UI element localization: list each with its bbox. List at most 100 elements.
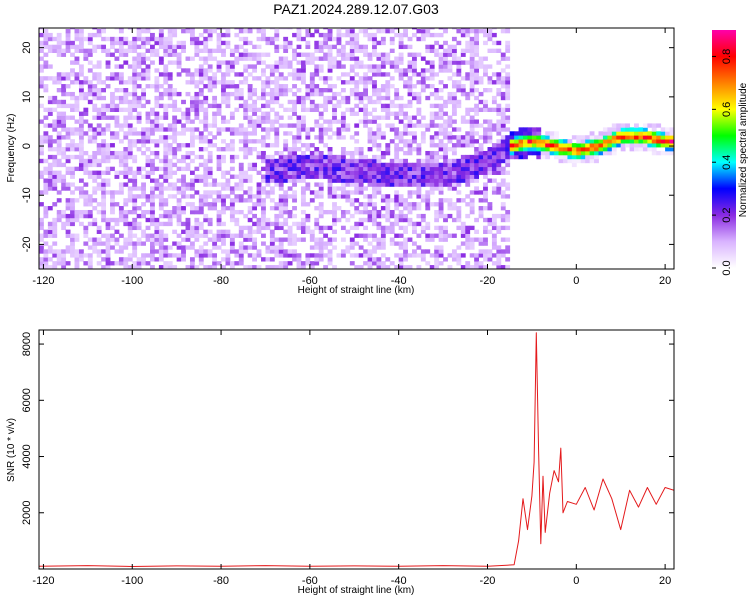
heatmap-cell: [198, 119, 204, 124]
heatmap-cell: [349, 237, 355, 242]
heatmap-cell: [141, 174, 146, 179]
heatmap-cell: [483, 229, 488, 234]
heatmap-cell: [429, 76, 435, 81]
heatmap-cell: [416, 213, 422, 219]
heatmap-cell: [332, 84, 337, 89]
heatmap-cell: [314, 182, 320, 187]
heatmap-cell: [221, 194, 226, 199]
heatmap-cell: [447, 95, 453, 101]
heatmap-cell: [398, 139, 404, 144]
heatmap-cell: [150, 150, 155, 156]
heatmap-cell: [602, 139, 608, 144]
heatmap-cell: [491, 186, 497, 191]
heatmap-cell: [634, 123, 639, 128]
heatmap-cell: [118, 186, 124, 191]
heatmap-cell: [118, 127, 124, 132]
heatmap-cell: [456, 64, 462, 69]
heatmap-cell: [221, 233, 226, 238]
heatmap-cell: [429, 162, 435, 168]
heatmap-cell: [150, 233, 155, 238]
heatmap-cell: [238, 209, 244, 215]
heatmap-cell: [212, 198, 218, 203]
heatmap-cell: [358, 48, 364, 53]
heatmap-cell: [225, 253, 231, 258]
heatmap-cell: [225, 261, 231, 266]
heatmap-cell: [101, 28, 107, 30]
heatmap-cell: [372, 170, 377, 175]
heatmap-cell: [385, 123, 391, 128]
heatmap-cell: [496, 147, 502, 152]
heatmap-cell: [261, 127, 266, 132]
heatmap-cell: [296, 32, 302, 38]
heatmap-cell: [292, 111, 297, 116]
heatmap-cell: [363, 48, 368, 53]
heatmap-cell: [274, 127, 280, 132]
heatmap-cell: [491, 178, 497, 183]
heatmap-cell: [83, 194, 89, 199]
heatmap-cell: [309, 32, 315, 38]
heatmap-cell: [136, 44, 142, 50]
heatmap-cell: [407, 265, 413, 269]
heatmap-cell: [167, 253, 173, 258]
heatmap-cell: [229, 139, 235, 144]
heatmap-cell: [318, 40, 324, 46]
heatmap-cell: [265, 143, 271, 148]
heatmap-cell: [469, 28, 475, 34]
heatmap-cell: [300, 217, 306, 223]
heatmap-cell: [474, 186, 480, 191]
heatmap-cell: [269, 127, 275, 132]
heatmap-cell: [496, 119, 502, 124]
heatmap-cell: [318, 182, 324, 187]
heatmap-cell: [70, 166, 75, 172]
heatmap-cell: [394, 202, 400, 207]
heatmap-cell: [358, 166, 364, 172]
heatmap-cell: [474, 32, 480, 38]
heatmap-cell: [314, 237, 320, 242]
heatmap-cell: [39, 170, 44, 175]
heatmap-cell: [380, 265, 386, 269]
heatmap-cell: [234, 217, 240, 223]
heatmap-cell: [203, 174, 209, 179]
heatmap-cell: [141, 28, 146, 30]
heatmap-cell: [274, 135, 280, 140]
heatmap-cell: [323, 119, 329, 124]
heatmap-cell: [167, 32, 173, 38]
heatmap-cell: [136, 28, 142, 30]
heatmap-cell: [651, 127, 657, 132]
heatmap-cell: [101, 80, 107, 85]
heatmap-cell: [318, 139, 324, 144]
heatmap-cell: [65, 166, 71, 172]
heatmap-cell: [132, 194, 138, 199]
heatmap-cell: [198, 135, 204, 140]
heatmap-cell: [367, 111, 373, 116]
heatmap-cell: [642, 147, 648, 152]
heatmap-cell: [483, 107, 488, 113]
heatmap-cell: [39, 44, 44, 50]
heatmap-cell: [158, 32, 164, 38]
heatmap-cell: [225, 233, 231, 238]
heatmap-cell: [314, 257, 320, 262]
heatmap-cell: [185, 119, 191, 124]
heatmap-cell: [118, 44, 124, 50]
heatmap-cell: [425, 178, 431, 183]
heatmap-cell: [238, 194, 244, 199]
heatmap-cell: [83, 95, 89, 101]
heatmap-cell: [118, 64, 124, 69]
heatmap-cell: [207, 143, 213, 148]
heatmap-cell: [407, 194, 413, 199]
heatmap-cell: [92, 88, 98, 93]
heatmap-cell: [65, 229, 71, 234]
heatmap-cell: [181, 131, 186, 136]
heatmap-cell: [47, 249, 53, 254]
heatmap-cell: [283, 154, 289, 160]
heatmap-cell: [465, 154, 471, 160]
heatmap-cell: [434, 103, 440, 109]
heatmap-cell: [145, 99, 151, 105]
heatmap-cell: [443, 198, 448, 203]
heatmap-cell: [305, 229, 311, 234]
heatmap-cell: [438, 249, 444, 254]
heatmap-cell: [305, 28, 311, 34]
heatmap-cell: [505, 115, 511, 120]
heatmap-cell: [296, 237, 302, 242]
heatmap-cell: [52, 202, 58, 207]
